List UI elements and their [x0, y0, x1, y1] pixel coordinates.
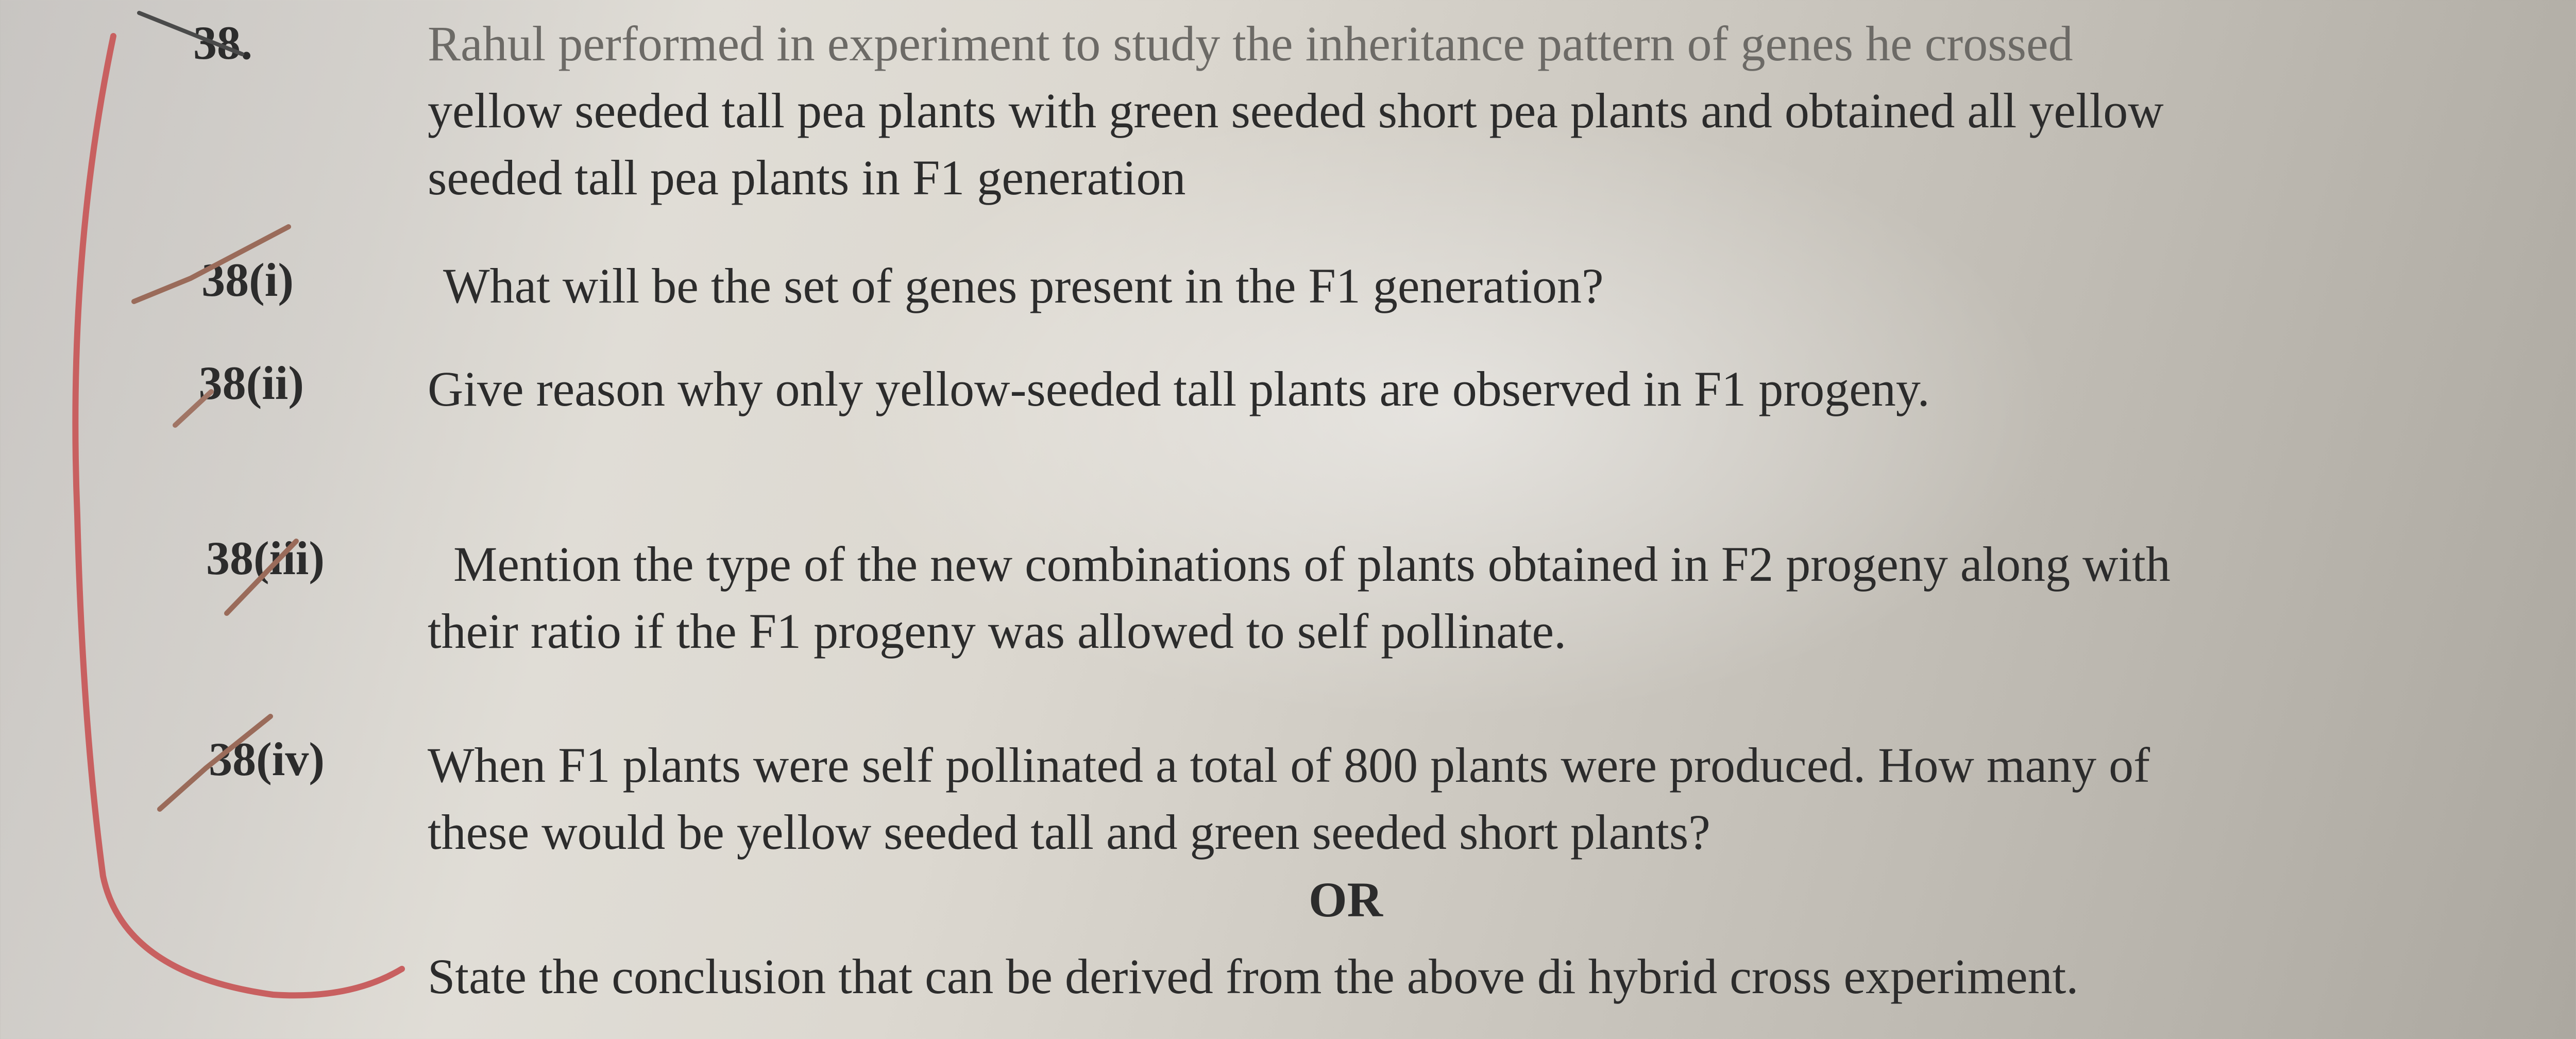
q38ii-text: Give reason why only yellow-seeded tall …: [428, 356, 2488, 423]
q38-number: 38.: [160, 15, 252, 70]
q38-text-line3: seeded tall pea plants in F1 generation: [428, 144, 2576, 211]
or-label: OR: [1309, 871, 1383, 928]
red-curve-left: [75, 36, 402, 995]
q38iv-alt-text: State the conclusion that can be derived…: [428, 943, 2576, 1010]
q38iii-number: 38(iii): [160, 531, 325, 585]
q38-text-line2: yellow seeded tall pea plants with green…: [428, 77, 2576, 144]
q38iii-text-line1: Mention the type of the new combinations…: [453, 531, 2566, 598]
q38i-number: 38(i): [160, 253, 294, 307]
q38i-text: What will be the set of genes present in…: [443, 253, 2504, 320]
exam-sheet: 38. Rahul performed in experiment to stu…: [0, 0, 2576, 1039]
q38ii-number: 38(ii): [160, 356, 304, 410]
q38-text-line1: Rahul performed in experiment to study t…: [428, 10, 2576, 77]
q38iii-text-line2: their ratio if the F1 progeny was allowe…: [428, 598, 2540, 665]
q38iv-number: 38(iv): [160, 732, 325, 786]
q38iv-text-line2: these would be yellow seeded tall and gr…: [428, 799, 2540, 866]
q38iv-text-line1: When F1 plants were self pollinated a to…: [428, 732, 2540, 799]
